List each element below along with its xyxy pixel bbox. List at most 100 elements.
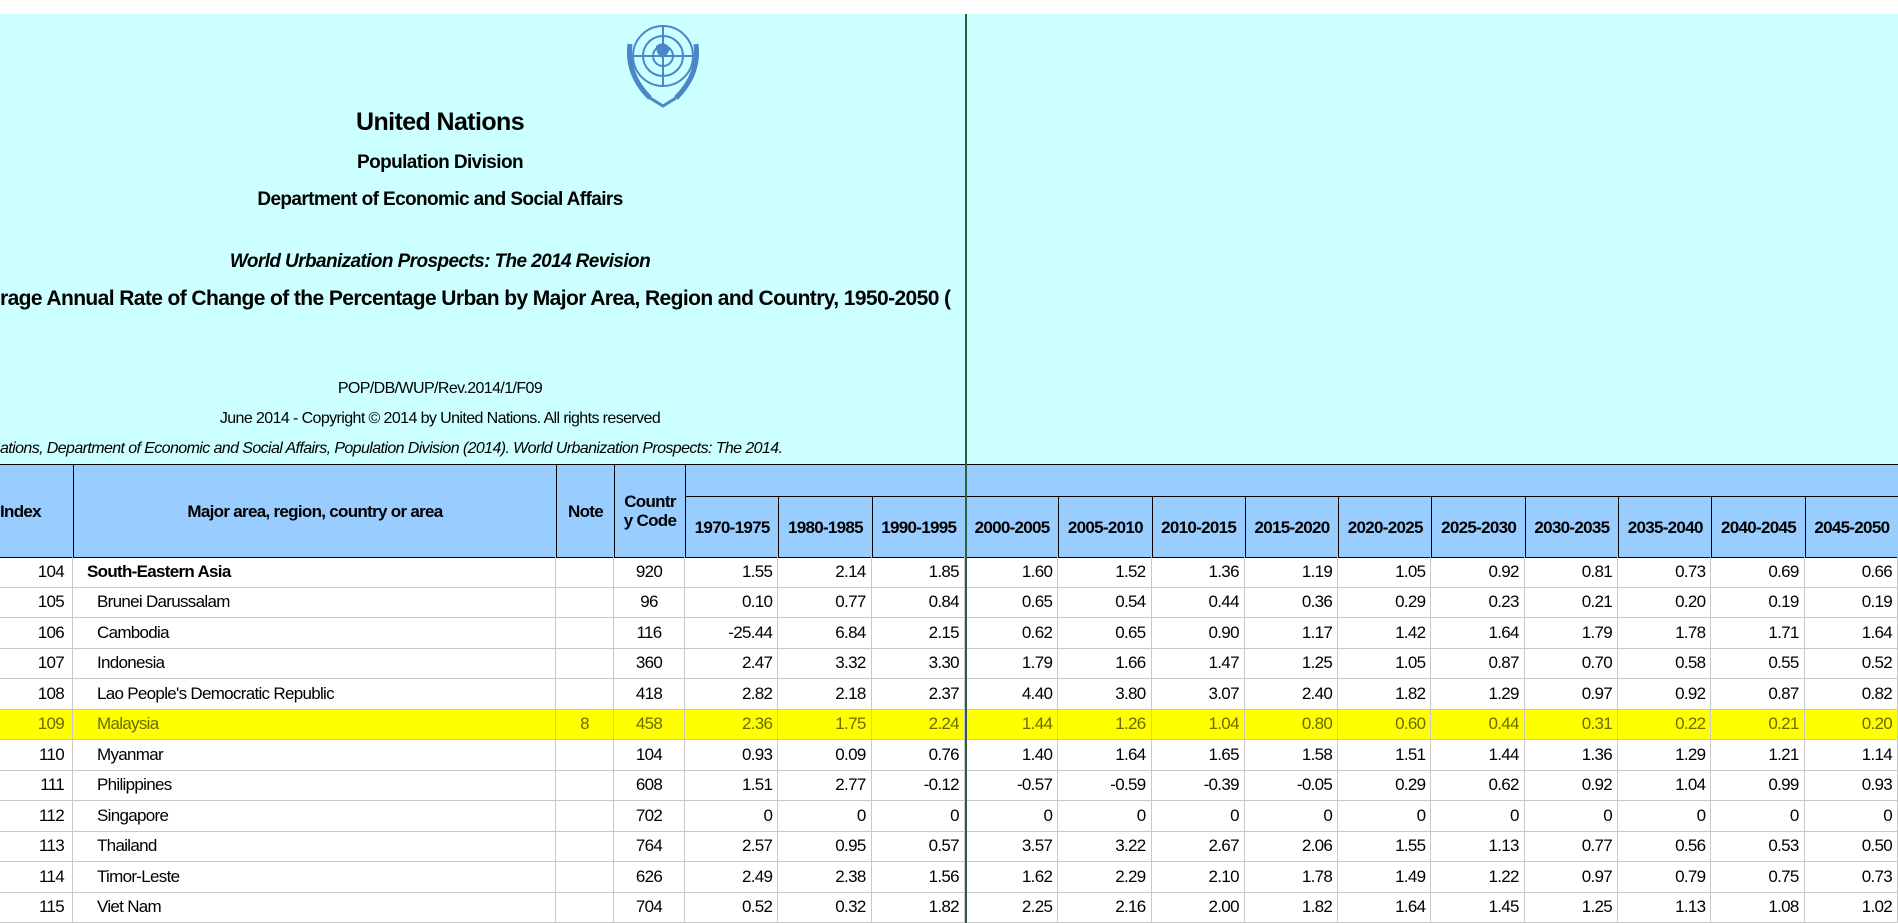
value-cell: 0.57 (871, 831, 965, 862)
un-emblem (626, 25, 700, 108)
row-name: Lao People's Democratic Republic (73, 679, 556, 710)
value-cell: 1.26 (1058, 709, 1152, 740)
row-index: 108 (0, 679, 73, 710)
title: United Nations (356, 108, 525, 136)
value-cell: 3.22 (1058, 831, 1152, 862)
value-cell: -0.57 (964, 770, 1059, 801)
value-cell: 2.24 (871, 709, 965, 740)
period-header: 2025-2030 (1431, 496, 1526, 558)
row-code: 458 (614, 709, 685, 740)
value-cell: 0.54 (1058, 587, 1152, 618)
value-cell: -0.05 (1244, 770, 1339, 801)
value-cell: 1.49 (1338, 862, 1432, 893)
doc-code: POP/DB/WUP/Rev.2014/1/F09 (337, 380, 543, 397)
value-cell: 0 (778, 801, 872, 832)
publication: World Urbanization Prospects: The 2014 R… (229, 251, 651, 272)
value-cell: 1.47 (1151, 648, 1245, 679)
row-code: 360 (614, 648, 685, 679)
value-cell: 0.52 (685, 892, 779, 923)
value-cell: 0.09 (778, 740, 872, 771)
value-cell: 3.80 (1058, 679, 1152, 710)
value-cell: -0.59 (1058, 770, 1152, 801)
value-cell: 2.40 (1244, 679, 1339, 710)
value-cell: 0.75 (1711, 862, 1805, 893)
row-note (556, 831, 614, 862)
value-cell: 1.66 (1058, 648, 1152, 679)
row-code: 116 (614, 618, 685, 649)
value-cell: 0.76 (871, 740, 965, 771)
value-cell: 0.80 (1244, 709, 1339, 740)
copyright: June 2014 - Copyright © 2014 by United N… (219, 410, 661, 427)
value-cell: 2.36 (685, 709, 779, 740)
value-cell: 2.37 (871, 679, 965, 710)
value-cell: 1.62 (964, 862, 1059, 893)
value-cell: 1.44 (1431, 740, 1525, 771)
header-band (685, 464, 1898, 497)
value-cell: 2.29 (1058, 862, 1152, 893)
row-name: Singapore (73, 801, 556, 832)
value-cell: 0 (1524, 801, 1619, 832)
value-cell: 0 (1431, 801, 1525, 832)
row-name: Cambodia (73, 618, 556, 649)
value-cell: 1.42 (1338, 618, 1432, 649)
value-cell: 1.14 (1804, 740, 1898, 771)
row-code: 764 (614, 831, 685, 862)
value-cell: 0.92 (1524, 770, 1619, 801)
row-code: 104 (614, 740, 685, 771)
value-cell: 1.85 (871, 557, 965, 588)
value-cell: 0.19 (1711, 587, 1805, 618)
row-name: Malaysia (73, 709, 556, 740)
period-header: 2020-2025 (1338, 496, 1433, 558)
value-cell: 0.56 (1618, 831, 1712, 862)
row-index: 115 (0, 892, 73, 923)
value-cell: 1.64 (1338, 892, 1432, 923)
value-cell: 2.47 (685, 648, 779, 679)
value-cell: 1.40 (964, 740, 1059, 771)
row-index: 114 (0, 862, 73, 893)
value-cell: 6.84 (778, 618, 872, 649)
value-cell: 1.17 (1244, 618, 1339, 649)
value-cell: 2.15 (871, 618, 965, 649)
row-note (556, 557, 614, 588)
value-cell: 2.25 (964, 892, 1059, 923)
row-name: Brunei Darussalam (73, 587, 556, 618)
period-header: 2045-2050 (1804, 496, 1898, 558)
row-code: 96 (614, 587, 685, 618)
value-cell: 0.19 (1804, 587, 1898, 618)
value-cell: 1.65 (1151, 740, 1245, 771)
value-cell: 1.79 (964, 648, 1059, 679)
row-index: 105 (0, 587, 73, 618)
value-cell: 1.13 (1618, 892, 1712, 923)
value-cell: 0.97 (1524, 862, 1619, 893)
value-cell: 0.87 (1711, 679, 1805, 710)
period-header: 1990-1995 (871, 496, 966, 558)
value-cell: 2.38 (778, 862, 872, 893)
value-cell: 1.82 (871, 892, 965, 923)
value-cell: 1.51 (685, 770, 779, 801)
value-cell: 1.64 (1804, 618, 1898, 649)
row-note (556, 862, 614, 893)
value-cell: 1.29 (1431, 679, 1525, 710)
value-cell: 1.51 (1338, 740, 1432, 771)
period-header: 2030-2035 (1524, 496, 1620, 558)
value-cell: 0.10 (685, 587, 779, 618)
value-cell: 1.19 (1244, 557, 1339, 588)
value-cell: 0.97 (1524, 679, 1619, 710)
value-cell: 0.29 (1338, 770, 1432, 801)
value-cell: 1.25 (1524, 892, 1619, 923)
period-header: 1980-1985 (778, 496, 873, 558)
value-cell: 0.69 (1711, 557, 1805, 588)
value-cell: 0.82 (1804, 679, 1898, 710)
value-cell: 0 (685, 801, 779, 832)
value-cell: 1.75 (778, 709, 872, 740)
value-cell: 2.00 (1151, 892, 1245, 923)
row-code: 704 (614, 892, 685, 923)
row-index: 110 (0, 740, 73, 771)
row-name: Viet Nam (73, 892, 556, 923)
value-cell: 0.77 (778, 587, 872, 618)
row-name: Myanmar (73, 740, 556, 771)
value-cell: 1.25 (1244, 648, 1339, 679)
row-note (556, 679, 614, 710)
value-cell: 1.22 (1431, 862, 1525, 893)
row-code: 608 (614, 770, 685, 801)
